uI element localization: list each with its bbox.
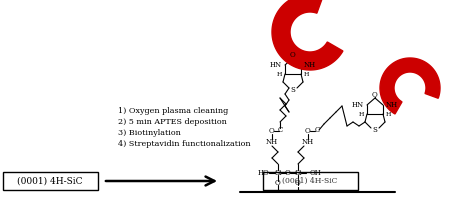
Text: S: S: [290, 86, 295, 94]
Text: O: O: [268, 127, 274, 135]
Text: C: C: [277, 126, 282, 134]
FancyBboxPatch shape: [3, 172, 98, 190]
Polygon shape: [271, 0, 342, 70]
Text: H: H: [358, 112, 363, 116]
Polygon shape: [379, 58, 439, 114]
Text: NH: NH: [303, 61, 315, 69]
Text: 2) 5 min APTES deposition: 2) 5 min APTES deposition: [118, 118, 227, 126]
Text: O: O: [274, 179, 280, 187]
Text: H: H: [276, 72, 281, 76]
Text: HN: HN: [351, 101, 363, 109]
Text: O: O: [284, 169, 290, 177]
Text: O: O: [289, 51, 295, 59]
Text: HO: HO: [258, 169, 269, 177]
Text: (0001) 4H-SiC: (0001) 4H-SiC: [282, 177, 337, 185]
Text: O: O: [371, 91, 377, 99]
Text: S: S: [372, 126, 377, 134]
Text: 1) Oxygen plasma cleaning: 1) Oxygen plasma cleaning: [118, 107, 228, 115]
Text: O: O: [304, 127, 310, 135]
Text: (0001) 4H-SiC: (0001) 4H-SiC: [17, 176, 82, 186]
Text: NH: NH: [385, 101, 397, 109]
Text: O: O: [294, 179, 300, 187]
Text: H: H: [385, 112, 390, 116]
FancyBboxPatch shape: [263, 172, 357, 190]
Text: OH: OH: [309, 169, 321, 177]
Text: C: C: [313, 126, 319, 134]
Text: NH: NH: [301, 138, 313, 146]
Text: HN: HN: [269, 61, 281, 69]
Text: Si: Si: [273, 169, 281, 177]
Text: NH: NH: [265, 138, 278, 146]
Text: H: H: [303, 72, 308, 76]
Text: Si: Si: [293, 169, 301, 177]
Text: 3) Biotinylation: 3) Biotinylation: [118, 129, 181, 137]
Text: 4) Streptavidin functionalization: 4) Streptavidin functionalization: [118, 140, 250, 148]
